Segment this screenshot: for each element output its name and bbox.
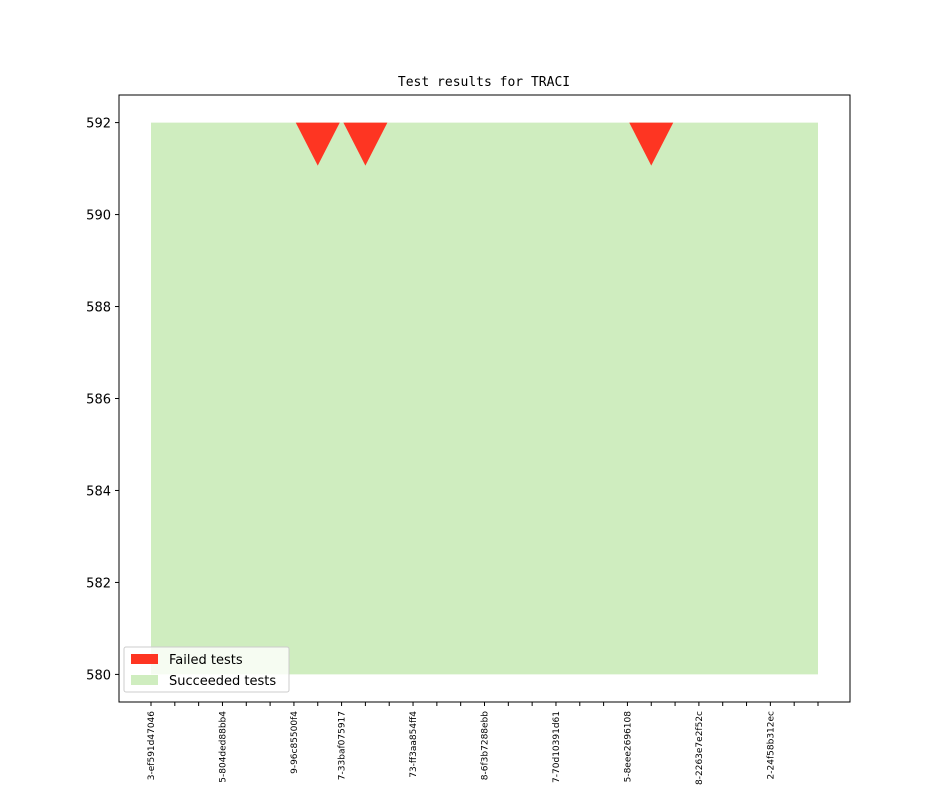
- x-tick-label-8: 7-33baf075917: [338, 711, 348, 780]
- y-tick-label-0: 580: [86, 668, 111, 683]
- plot-area: [151, 122, 818, 675]
- legend: Failed tests Succeeded tests: [123, 646, 290, 693]
- axes: 580 582 584 586 588 590 592 3-ef591d47046 5-804d…: [86, 94, 851, 785]
- x-tick-label-0: 3-ef591d47046: [147, 711, 157, 780]
- x-tick-label-26: 2-24f58b312ec: [766, 711, 776, 779]
- x-tick-label-17: 7-70d10391d61: [552, 711, 562, 783]
- y-tick-label-1: 582: [86, 576, 111, 591]
- x-tick-label-23: 8-2263e7e2f52c: [695, 711, 705, 785]
- legend-frame: [123, 646, 290, 693]
- x-tick-label-6: 9-96c85500f4: [290, 711, 300, 774]
- y-tick-label-4: 588: [86, 301, 111, 316]
- failed-marker-1: [343, 122, 388, 166]
- succeeded-area: [151, 122, 818, 675]
- x-tick-label-11: 73-ff3aa854ff4: [409, 711, 419, 778]
- failed-marker-2: [629, 122, 674, 166]
- y-tick-label-5: 590: [86, 209, 111, 224]
- x-tick-label-14: 8-6f3b7288ebb: [481, 711, 491, 780]
- legend-succeeded-swatch: [131, 675, 158, 685]
- legend-failed-label: Failed tests: [169, 653, 243, 668]
- failed-marker-0: [295, 122, 340, 166]
- y-tick-label-2: 584: [86, 484, 111, 499]
- x-tick-label-20: 5-8eee2696108: [623, 711, 633, 783]
- chart-title: Test results for TRACI: [398, 75, 570, 90]
- legend-failed-swatch: [131, 654, 158, 664]
- x-tick-label-3: 5-804ded88bb4: [218, 711, 228, 783]
- y-tick-label-3: 586: [86, 393, 111, 408]
- legend-succeeded-label: Succeeded tests: [169, 674, 276, 689]
- y-tick-label-6: 592: [86, 117, 111, 132]
